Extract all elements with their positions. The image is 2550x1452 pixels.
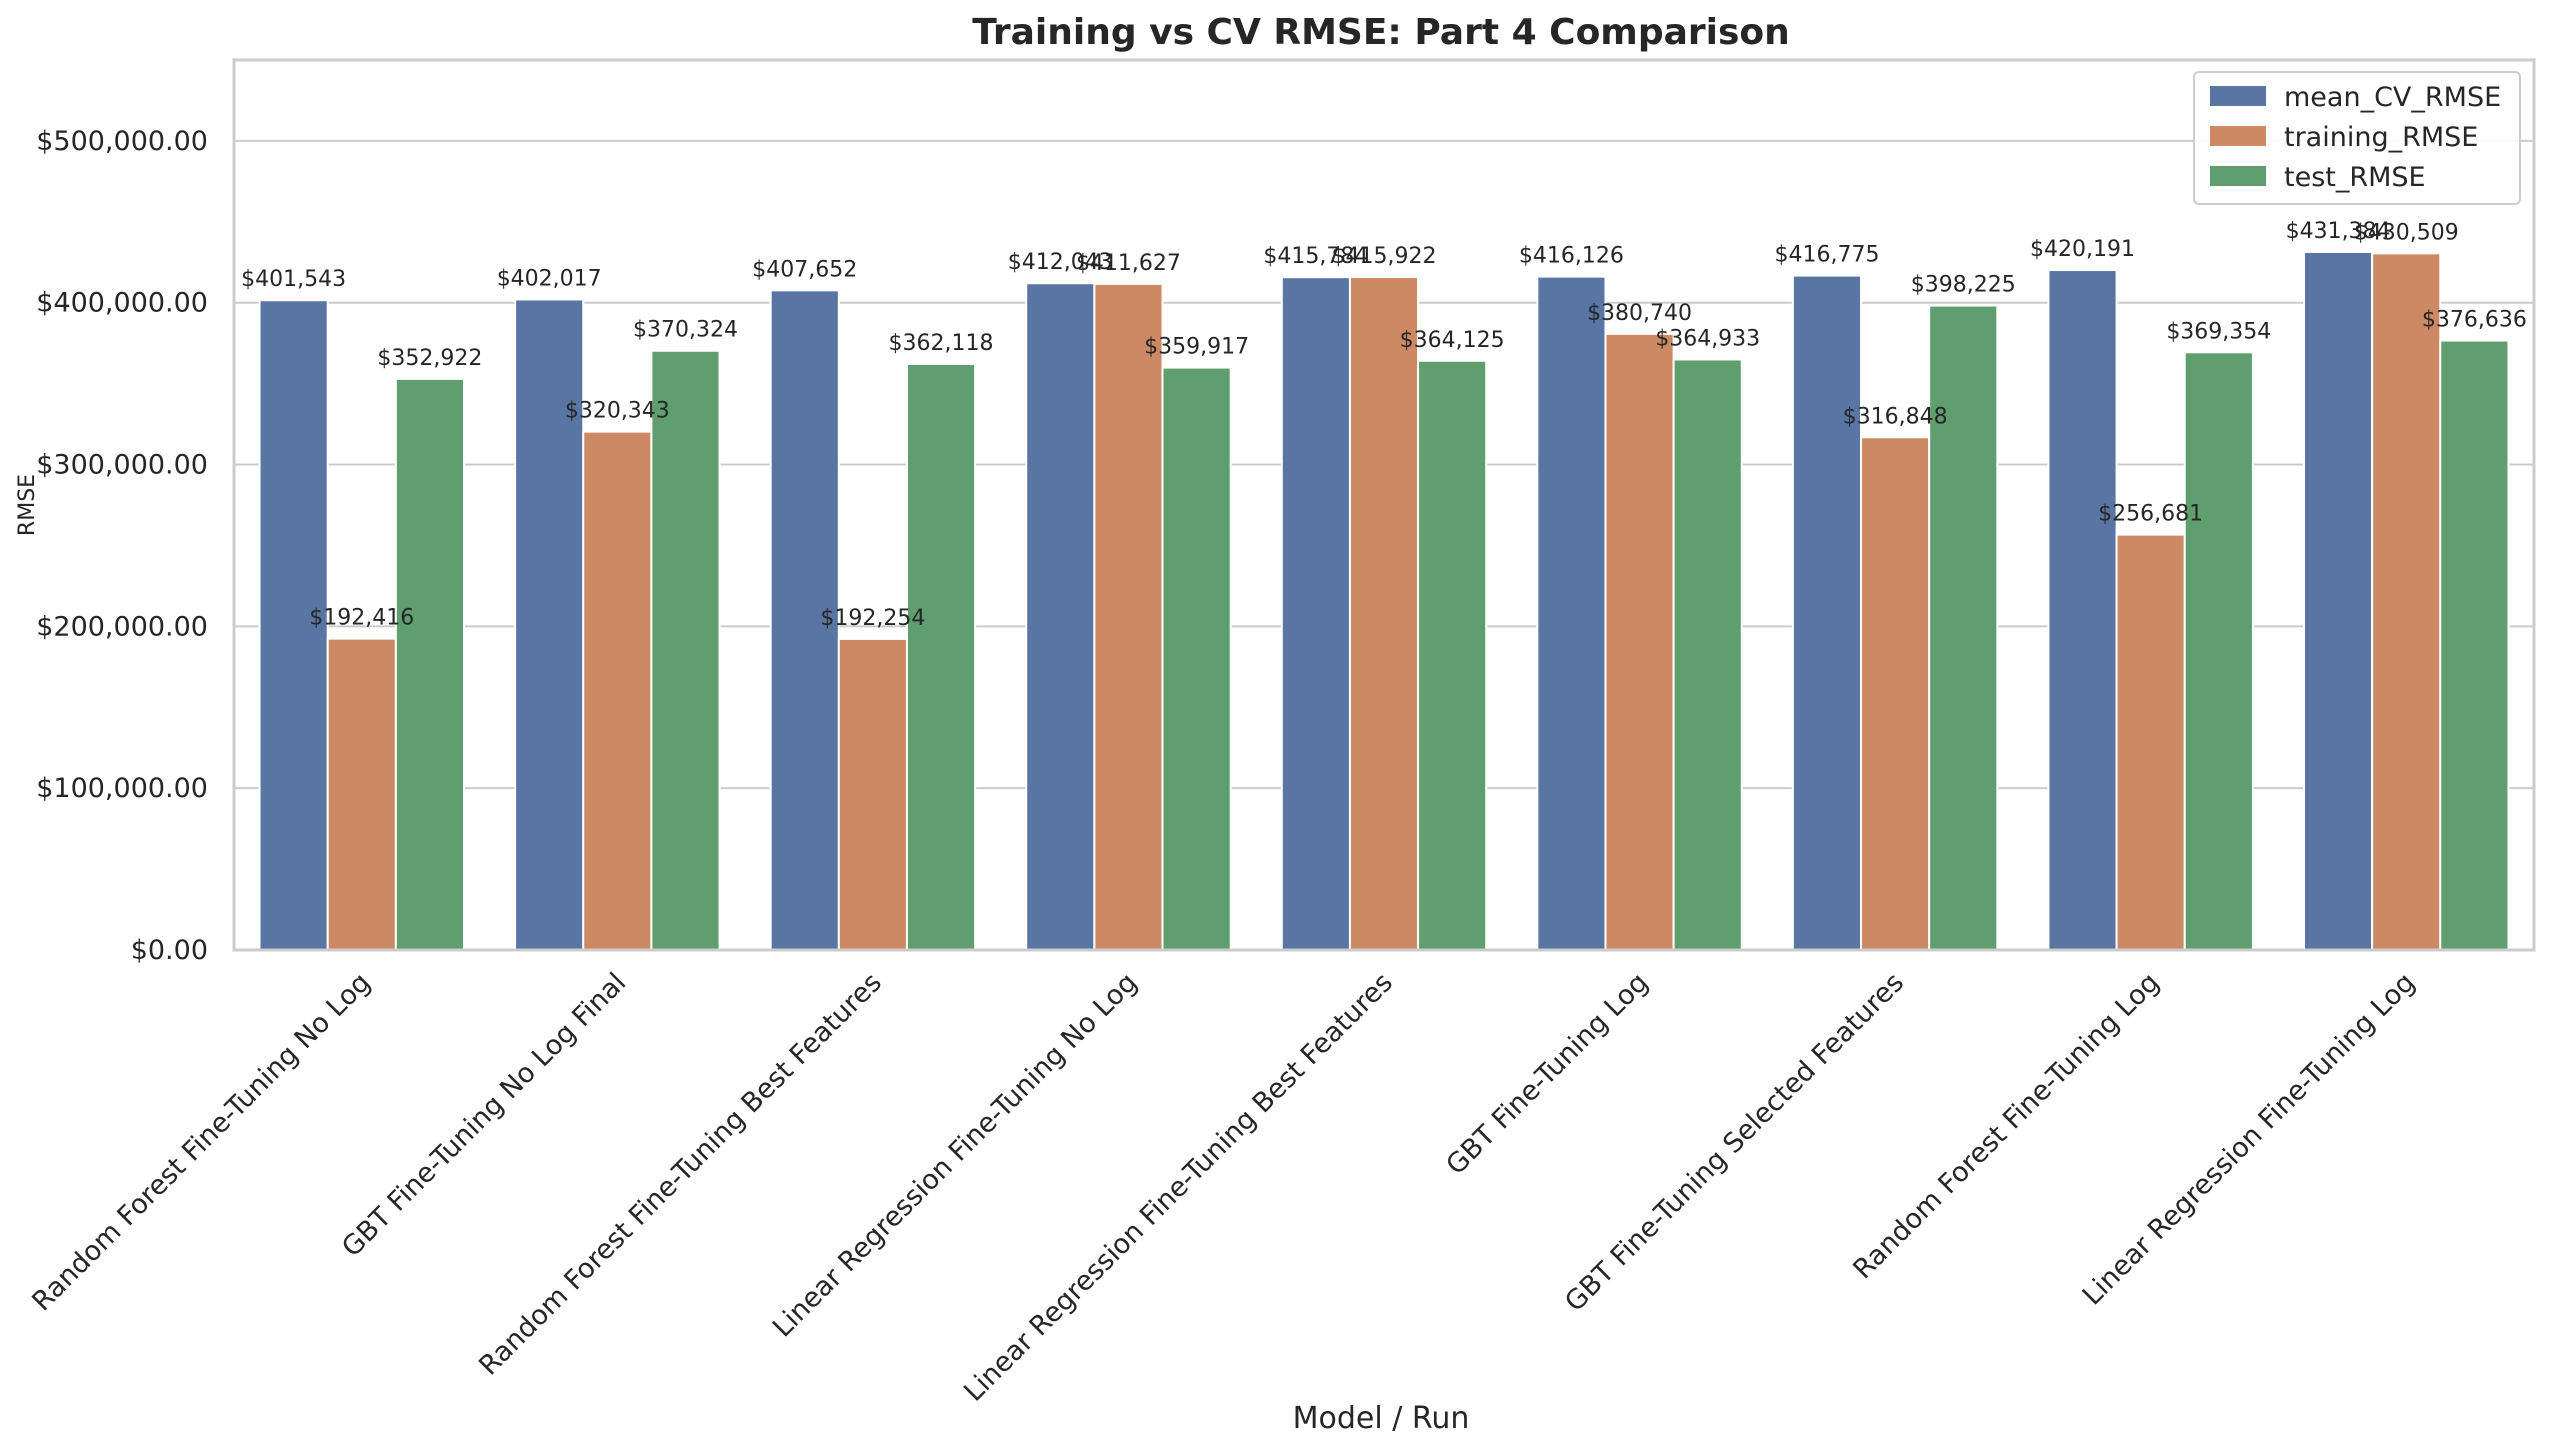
bar-training_RMSE-0 (326, 637, 397, 951)
bar-label: $420,191 (2030, 237, 2135, 262)
bar-test_RMSE-5 (1672, 358, 1743, 951)
bar-label: $364,125 (1400, 328, 1505, 353)
bar-label: $362,118 (889, 331, 994, 356)
legend-label: mean_CV_RMSE (2284, 82, 2501, 113)
bar-label: $407,652 (752, 257, 857, 282)
bar-test_RMSE-1 (650, 349, 721, 952)
bar-label: $380,740 (1587, 301, 1692, 326)
bar-label: $430,509 (2354, 220, 2459, 245)
bar-label: $192,254 (820, 606, 925, 631)
bar-label: $416,775 (1774, 243, 1879, 268)
chart-title: Training vs CV RMSE: Part 4 Comparison (972, 12, 1790, 53)
bar-training_RMSE-6 (1860, 436, 1931, 951)
bar-mean_CV_RMSE-5 (1536, 275, 1607, 952)
bars (258, 250, 2510, 952)
bar-label: $416,126 (1519, 244, 1624, 269)
bar-training_RMSE-3 (1093, 282, 1164, 951)
bar-label: $411,627 (1076, 251, 1181, 276)
y-tick-label: $400,000.00 (36, 288, 208, 319)
legend-label: test_RMSE (2284, 162, 2426, 193)
bar-label: $376,636 (2422, 308, 2527, 333)
bar-label: $415,922 (1332, 244, 1437, 269)
bar-label: $192,416 (309, 606, 414, 631)
bar-test_RMSE-3 (1161, 366, 1232, 951)
bar-training_RMSE-5 (1604, 332, 1675, 952)
bar-training_RMSE-2 (837, 637, 908, 951)
bar-mean_CV_RMSE-6 (1791, 274, 1863, 951)
y-axis-label: RMSE (15, 474, 40, 536)
bar-test_RMSE-6 (1928, 304, 1999, 951)
bar-mean_CV_RMSE-3 (1025, 282, 1096, 951)
y-tick-labels: $0.00 $100,000.00 $200,000.00 $300,000.00 $4… (36, 126, 208, 966)
bar-mean_CV_RMSE-8 (2303, 250, 2374, 951)
legend: mean_CV_RMSE training_RMSE test_RMSE (2193, 71, 2521, 205)
bar-label: $402,017 (497, 266, 602, 291)
legend-swatch (2210, 166, 2266, 186)
y-tick-label: $300,000.00 (36, 450, 208, 481)
bar-training_RMSE-4 (1348, 275, 1420, 951)
x-tick-label: GBT Fine-Tuning Log (1440, 967, 1654, 1181)
bar-mean_CV_RMSE-4 (1280, 276, 1351, 951)
bar-training_RMSE-7 (2115, 533, 2186, 952)
bar-label: $256,681 (2098, 502, 2203, 527)
bar-test_RMSE-2 (905, 363, 977, 951)
bar-label: $320,343 (565, 399, 670, 424)
bar-label: $401,543 (241, 267, 346, 292)
y-tick-label: $100,000.00 (36, 773, 208, 804)
bar-label: $415,784 (1263, 244, 1368, 269)
y-tick-label: $200,000.00 (36, 611, 208, 642)
legend-swatch (2210, 86, 2266, 106)
bar-label: $398,225 (1911, 273, 2016, 298)
x-tick-label: Linear Regression Fine-Tuning Best Featu… (958, 967, 1399, 1408)
plot-frame (232, 58, 2536, 952)
x-tick-label: Random Forest Fine-Tuning Log (1847, 967, 2165, 1285)
bar-label: $369,354 (2166, 319, 2271, 344)
bar-label: $352,922 (377, 346, 482, 371)
x-tick-label: Random Forest Fine-Tuning Best Features (473, 967, 888, 1382)
bar-label: $359,917 (1144, 335, 1249, 360)
y-tick-label: $0.00 (131, 935, 208, 966)
legend-swatch (2210, 126, 2266, 146)
bar-training_RMSE-8 (2371, 252, 2442, 952)
bar-training_RMSE-1 (582, 430, 653, 951)
bar-label: $370,324 (633, 318, 738, 343)
x-tick-label: Random Forest Fine-Tuning No Log (26, 967, 376, 1317)
bar-mean_CV_RMSE-7 (2047, 269, 2118, 951)
legend-label: training_RMSE (2284, 122, 2478, 153)
bar-test_RMSE-0 (394, 377, 465, 952)
bar-labels: $401,543 $192,416 $352,922 $402,017 $320,343… (241, 219, 2527, 631)
bar-label: $412,043 (1008, 250, 1113, 275)
bar-mean_CV_RMSE-2 (769, 289, 840, 951)
y-tick-label: $500,000.00 (36, 126, 208, 157)
bar-test_RMSE-7 (2183, 351, 2254, 952)
bar-label: $431,384 (2286, 219, 2391, 244)
x-tick-label: GBT Fine-Tuning No Log Final (336, 967, 632, 1263)
bar-label: $364,933 (1655, 326, 1760, 351)
bar-test_RMSE-8 (2439, 339, 2510, 951)
bar-label: $316,848 (1843, 404, 1948, 429)
bar-test_RMSE-4 (1417, 359, 1488, 951)
x-axis-label: Model / Run (1293, 1401, 1470, 1436)
legend-frame (2193, 71, 2521, 205)
bar-mean_CV_RMSE-1 (514, 298, 585, 952)
